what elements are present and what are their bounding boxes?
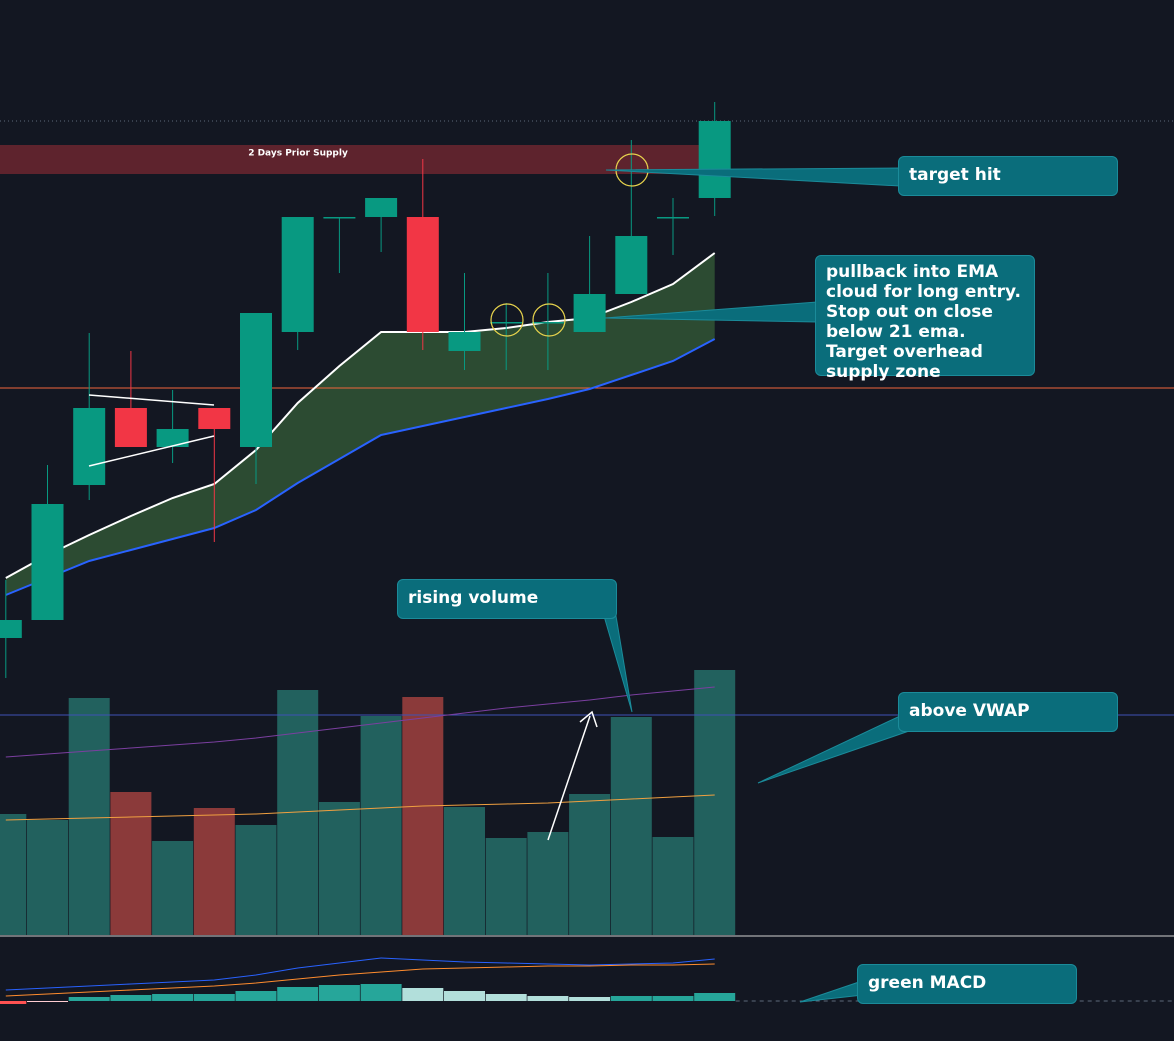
triangle-line (88, 394, 215, 406)
series-line (5, 963, 715, 997)
candle-body (448, 332, 481, 351)
candle-body (698, 121, 731, 198)
macd-bar (569, 997, 611, 1001)
candle-body (240, 313, 272, 447)
candle-body (114, 408, 147, 447)
macd-bar (527, 996, 569, 1001)
volume-bar (68, 698, 110, 935)
macd-bar (485, 994, 527, 1001)
candle-body (31, 504, 64, 620)
macd-bar (277, 987, 319, 1001)
candle-body (406, 217, 439, 332)
volume-bar (193, 808, 235, 935)
volume-bar (610, 717, 652, 935)
callout: green MACD (857, 964, 1077, 1004)
macd-bar (193, 994, 235, 1001)
volume-bar (652, 837, 694, 935)
callout: above VWAP (898, 692, 1118, 732)
macd-bar (444, 991, 485, 1001)
volume-bar (0, 814, 27, 935)
callout: rising volume (397, 579, 617, 619)
series-line (5, 686, 715, 758)
candle-body (73, 408, 106, 485)
volume-bar (152, 841, 194, 935)
candle-body (573, 294, 606, 332)
candle-body (0, 620, 22, 638)
callout-pointer (605, 167, 901, 187)
macd-bar (610, 996, 652, 1001)
series-line (5, 957, 715, 991)
arrow-line (547, 715, 591, 841)
volume-bar (110, 792, 152, 935)
volume-bar (694, 670, 736, 935)
volume-bar (318, 802, 360, 935)
macd-bar (652, 996, 694, 1001)
macd-bar (235, 991, 277, 1001)
candle-body (156, 429, 189, 447)
candle-body (198, 408, 231, 429)
ema-cloud (5, 253, 715, 595)
candle-body (657, 217, 689, 219)
macd-bar (360, 984, 402, 1001)
macd-bar (68, 997, 110, 1001)
candle-body (323, 217, 356, 219)
volume-bar (235, 825, 277, 935)
candle-body (531, 322, 564, 324)
volume-bar (27, 820, 68, 935)
highlight-circle (490, 303, 524, 337)
candle-body (490, 322, 523, 324)
volume-bar (485, 838, 527, 935)
macd-bar (694, 993, 736, 1001)
callout: target hit (898, 156, 1118, 196)
arrow-head (579, 710, 598, 728)
macd-bar (152, 994, 194, 1001)
callout: pullback into EMA cloud for long entry. … (815, 255, 1035, 382)
macd-bar (0, 1001, 27, 1004)
callout-pointer (757, 715, 913, 784)
volume-bar (402, 697, 444, 935)
volume-bar (569, 794, 611, 935)
macd-bar (110, 995, 152, 1001)
triangle-line (88, 435, 215, 467)
macd-bar (402, 988, 444, 1001)
macd-bar (27, 1001, 68, 1002)
macd-bar (318, 985, 360, 1001)
volume-bar (444, 807, 485, 935)
highlight-circle (532, 303, 566, 337)
candle-body (615, 236, 648, 294)
zone-label: 2 Days Prior Supply (248, 149, 348, 159)
volume-bar (360, 716, 402, 935)
candle-body (365, 198, 398, 217)
volume-bar (527, 832, 569, 935)
candle-body (281, 217, 314, 332)
series-line (5, 794, 715, 821)
supply-zone (0, 145, 700, 174)
series-line (5, 338, 716, 596)
